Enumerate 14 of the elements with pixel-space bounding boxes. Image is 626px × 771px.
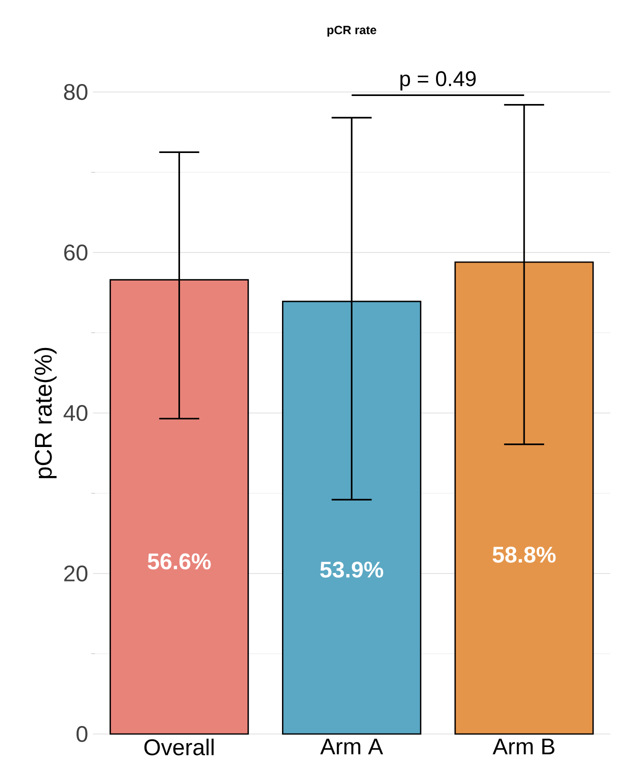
y-tick-label: 0 xyxy=(76,726,88,742)
y-tick-label: 40 xyxy=(64,404,88,422)
chart-title: pCR rate xyxy=(327,26,376,37)
x-tick-label: Overall xyxy=(144,738,214,756)
y-tick-label: 80 xyxy=(64,84,88,100)
text: p = 0.49 xyxy=(400,71,476,91)
data-label: 56.6% xyxy=(148,553,211,570)
data-label: 58.8% xyxy=(492,546,556,563)
x-tick-label: Arm B xyxy=(492,738,554,754)
data-label: 53.9% xyxy=(320,562,384,578)
y-tick-label: 60 xyxy=(64,244,88,261)
y-tick-label: 20 xyxy=(64,565,88,582)
y-axis-title: pCR rate(%) xyxy=(34,348,57,478)
x-tick-label: Arm A xyxy=(320,738,384,754)
